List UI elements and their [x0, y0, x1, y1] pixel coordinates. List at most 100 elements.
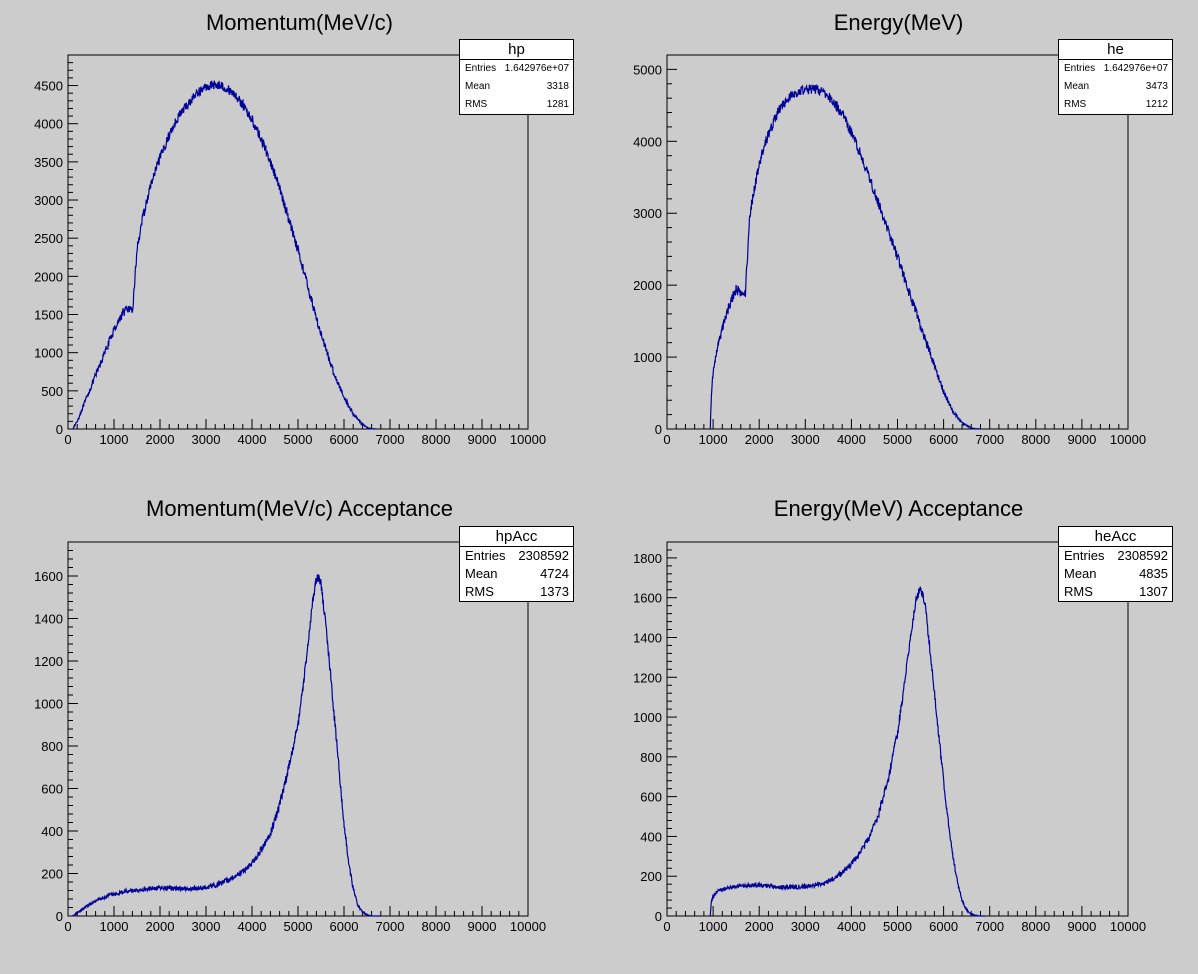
stats-row-rms: RMS 1281 — [460, 96, 573, 114]
pad-momentum: Momentum(MeV/c) 0 1000 2000 3000 4000 5000 600… — [0, 0, 599, 487]
stats-label: Entries — [1064, 548, 1105, 563]
x-tick-label: 5000 — [284, 432, 313, 447]
y-tick-label: 1000 — [34, 697, 63, 712]
x-tick-label: 4000 — [837, 919, 866, 934]
x-tick-label: 9000 — [1067, 432, 1096, 447]
plot-frame — [67, 541, 529, 917]
y-tick-label: 1000 — [633, 350, 662, 365]
x-tick-label: 9000 — [468, 919, 497, 934]
stats-value: 1307 — [1139, 584, 1168, 599]
plot-frame — [666, 54, 1129, 430]
stats-row-mean: Mean 3473 — [1059, 78, 1172, 96]
x-tick-label: 7000 — [376, 432, 405, 447]
plot-frame — [67, 54, 529, 430]
x-tick-label: 2000 — [146, 432, 175, 447]
x-tick-label: 3000 — [791, 919, 820, 934]
chart-title: Energy(MeV) Acceptance — [773, 496, 1024, 521]
y-tick-label: 1800 — [633, 551, 662, 566]
pad-energy-acceptance: Energy(MeV) Acceptance 0 1000 2000 3000 4000… — [599, 487, 1198, 974]
stats-name: hp — [460, 40, 573, 60]
y-tick-label: 1000 — [633, 710, 662, 725]
x-tick-label: 8000 — [422, 919, 451, 934]
x-tick-label: 4000 — [238, 432, 267, 447]
x-tick-label: 4000 — [238, 919, 267, 934]
y-tick-label: 4500 — [34, 79, 63, 94]
x-tick-label: 6000 — [929, 919, 958, 934]
stats-value: 1.642976e+07 — [1103, 63, 1168, 74]
chart-title: Energy(MeV) — [833, 10, 964, 35]
x-tick-label: 3000 — [192, 919, 221, 934]
stats-row-mean: Mean 4724 — [460, 565, 573, 583]
x-tick-label: 4000 — [837, 432, 866, 447]
stats-value: 1212 — [1145, 99, 1168, 110]
y-tick-label: 1000 — [34, 346, 63, 361]
x-tick-label: 0 — [663, 432, 670, 447]
chart-title: Momentum(MeV/c) Acceptance — [146, 496, 453, 521]
y-tick-label: 200 — [41, 867, 63, 882]
y-tick-label: 0 — [655, 422, 662, 437]
y-tick-label: 400 — [640, 829, 662, 844]
x-tick-label: 0 — [64, 432, 71, 447]
x-tick-label: 8000 — [1021, 432, 1050, 447]
y-tick-label: 200 — [640, 869, 662, 884]
x-tick-label: 3000 — [192, 432, 221, 447]
stats-value: 3318 — [546, 81, 569, 92]
x-tick-label: 0 — [64, 919, 71, 934]
stats-label: Entries — [465, 548, 506, 563]
pad-energy: Energy(MeV) 0 1000 2000 3000 4000 5000 6000 700… — [599, 0, 1198, 487]
stats-value: 3473 — [1145, 81, 1168, 92]
y-tick-label: 5000 — [633, 62, 662, 77]
stats-box: he Entries 1.642976e+07 Mean 3473 RMS 1212 — [1058, 39, 1173, 115]
x-tick-label: 10000 — [510, 432, 546, 447]
x-tick-label: 2000 — [745, 919, 774, 934]
y-tick-label: 4000 — [34, 117, 63, 132]
histogram-line — [72, 80, 377, 430]
x-tick-label: 7000 — [975, 432, 1004, 447]
stats-row-entries: Entries 1.642976e+07 — [460, 60, 573, 78]
histogram-line — [709, 83, 981, 430]
stats-label: RMS — [1064, 584, 1093, 599]
x-tick-label: 3000 — [791, 432, 820, 447]
x-tick-label: 6000 — [929, 432, 958, 447]
stats-row-rms: RMS 1373 — [460, 583, 573, 601]
y-tick-label: 2000 — [633, 278, 662, 293]
y-tick-label: 2000 — [34, 269, 63, 284]
stats-row-rms: RMS 1307 — [1059, 583, 1172, 601]
y-tick-label: 800 — [41, 739, 63, 754]
y-tick-label: 1500 — [34, 308, 63, 323]
x-tick-label: 2000 — [745, 432, 774, 447]
x-tick-label: 7000 — [376, 919, 405, 934]
x-tick-label: 10000 — [1110, 919, 1146, 934]
y-tick-label: 0 — [655, 909, 662, 924]
stats-label: Mean — [1064, 566, 1097, 581]
chart-title: Momentum(MeV/c) — [205, 10, 394, 35]
y-tick-label: 3000 — [34, 193, 63, 208]
x-tick-label: 1000 — [100, 432, 129, 447]
y-tick-label: 1400 — [34, 612, 63, 627]
x-tick-label: 0 — [663, 919, 670, 934]
stats-box: hpAcc Entries 2308592 Mean 4724 RMS 1373 — [459, 526, 574, 602]
y-tick-label: 0 — [56, 909, 63, 924]
stats-box: heAcc Entries 2308592 Mean 4835 RMS 1307 — [1058, 526, 1173, 602]
x-tick-label: 10000 — [1110, 432, 1146, 447]
stats-row-rms: RMS 1212 — [1059, 96, 1172, 114]
stats-name: heAcc — [1059, 527, 1172, 547]
x-tick-label: 6000 — [330, 919, 359, 934]
x-tick-label: 5000 — [883, 919, 912, 934]
x-tick-label: 2000 — [146, 919, 175, 934]
stats-value: 4724 — [540, 566, 569, 581]
x-tick-label: 1000 — [699, 919, 728, 934]
stats-label: RMS — [465, 584, 494, 599]
stats-row-mean: Mean 3318 — [460, 78, 573, 96]
x-tick-label: 1000 — [100, 919, 129, 934]
y-tick-label: 2500 — [34, 231, 63, 246]
stats-value: 1373 — [540, 584, 569, 599]
stats-label: Mean — [1064, 81, 1090, 92]
stats-name: he — [1059, 40, 1172, 60]
stats-value: 1.642976e+07 — [504, 63, 569, 74]
x-tick-label: 9000 — [1067, 919, 1096, 934]
pad-momentum-acceptance: Momentum(MeV/c) Acceptance 0 1000 2000 3000… — [0, 487, 599, 974]
histogram-line — [709, 586, 986, 917]
stats-box: hp Entries 1.642976e+07 Mean 3318 RMS 1281 — [459, 39, 574, 115]
